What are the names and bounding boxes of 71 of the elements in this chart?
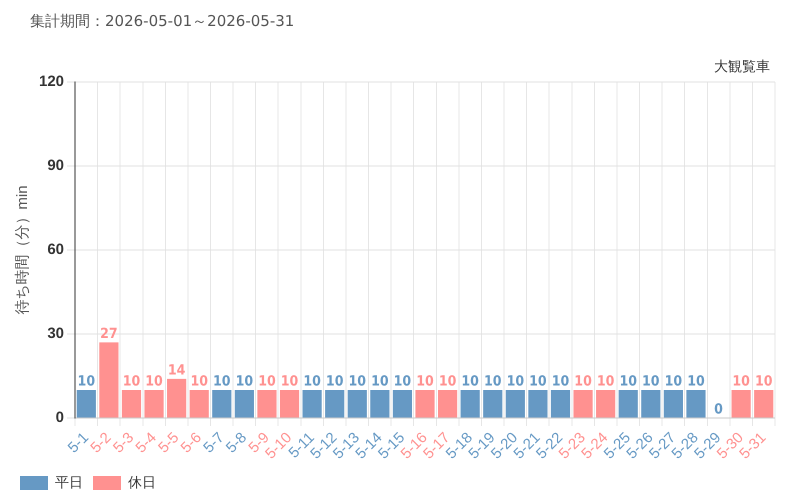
bar	[234, 390, 254, 418]
bar	[732, 390, 751, 418]
bar	[144, 390, 164, 418]
data-label: 10	[145, 374, 164, 390]
bar	[280, 390, 300, 418]
bar	[483, 390, 502, 418]
data-label: 27	[100, 326, 118, 342]
y-tick-label: 30	[47, 325, 64, 342]
bar	[212, 390, 232, 418]
bar	[686, 390, 706, 418]
data-label: 10	[687, 374, 705, 390]
bar	[190, 390, 209, 418]
data-label: 0	[714, 402, 724, 418]
data-label: 10	[461, 374, 480, 390]
bar	[122, 390, 142, 418]
legend-label: 休日	[128, 474, 156, 490]
data-label: 10	[78, 374, 96, 390]
bar	[664, 390, 683, 418]
legend-label: 平日	[55, 474, 83, 490]
data-label: 14	[168, 362, 186, 378]
y-tick-label: 90	[47, 157, 64, 174]
bar	[573, 390, 593, 418]
bar	[438, 390, 458, 418]
bar	[348, 390, 367, 418]
data-label: 10	[484, 374, 502, 390]
data-label: 10	[574, 374, 592, 390]
data-label: 10	[596, 374, 615, 390]
data-label: 10	[619, 374, 638, 390]
y-tick-label: 0	[56, 409, 64, 426]
y-axis-title: 待ち時間（分）min	[14, 185, 32, 315]
y-tick-label: 120	[38, 73, 64, 90]
data-label: 10	[754, 374, 773, 390]
data-label: 10	[280, 374, 299, 390]
bar	[325, 390, 344, 418]
bar	[618, 390, 638, 418]
bar	[99, 342, 118, 418]
bar	[76, 390, 96, 418]
bar	[392, 390, 412, 418]
bar	[460, 390, 480, 418]
data-label: 10	[190, 374, 208, 390]
bar	[506, 390, 525, 418]
data-label: 10	[416, 374, 434, 390]
bar	[302, 390, 322, 418]
bar	[596, 390, 616, 418]
data-label: 10	[438, 374, 457, 390]
data-label: 10	[732, 374, 750, 390]
bar	[528, 390, 548, 418]
bar	[370, 390, 390, 418]
bar	[641, 390, 660, 418]
data-label: 10	[552, 374, 570, 390]
data-label: 10	[122, 374, 140, 390]
data-label: 10	[236, 374, 254, 390]
data-label: 10	[303, 374, 322, 390]
chart-subtitle: 大観覧車	[714, 58, 770, 76]
bar	[550, 390, 570, 418]
data-label: 10	[506, 374, 524, 390]
data-label: 10	[642, 374, 660, 390]
data-label: 10	[348, 374, 366, 390]
data-label: 10	[258, 374, 276, 390]
data-label: 10	[371, 374, 389, 390]
data-label: 10	[213, 374, 231, 390]
bar	[167, 378, 186, 418]
bar	[754, 390, 774, 418]
data-label: 10	[529, 374, 547, 390]
data-label: 10	[664, 374, 682, 390]
y-tick-label: 60	[47, 241, 64, 258]
bar	[415, 390, 435, 418]
data-label: 10	[326, 374, 344, 390]
chart-title: 集計期間：2026-05-01～2026-05-31	[30, 12, 294, 31]
bar	[257, 390, 277, 418]
data-label: 10	[394, 374, 412, 390]
